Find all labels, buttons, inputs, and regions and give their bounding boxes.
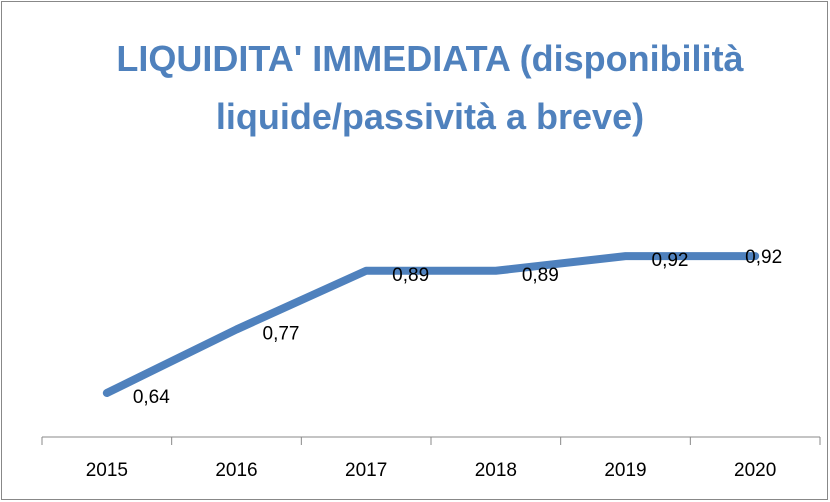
x-tick-label: 2019 bbox=[604, 460, 646, 481]
data-label: 0,89 bbox=[392, 265, 429, 286]
chart-title: LIQUIDITA' IMMEDIATA (disponibilità liqu… bbox=[116, 38, 744, 137]
x-tick-label: 2016 bbox=[215, 460, 257, 481]
data-label: 0,77 bbox=[263, 323, 300, 344]
line-series bbox=[102, 252, 760, 397]
data-label: 0,89 bbox=[522, 265, 559, 286]
data-label: 0,64 bbox=[133, 387, 170, 408]
x-tick-label: 2020 bbox=[734, 460, 776, 481]
x-tick-label: 2018 bbox=[475, 460, 517, 481]
x-tick-label: 2015 bbox=[86, 460, 128, 481]
data-label: 0,92 bbox=[745, 247, 782, 268]
x-tick-label: 2017 bbox=[345, 460, 387, 481]
data-label: 0,92 bbox=[652, 250, 689, 271]
